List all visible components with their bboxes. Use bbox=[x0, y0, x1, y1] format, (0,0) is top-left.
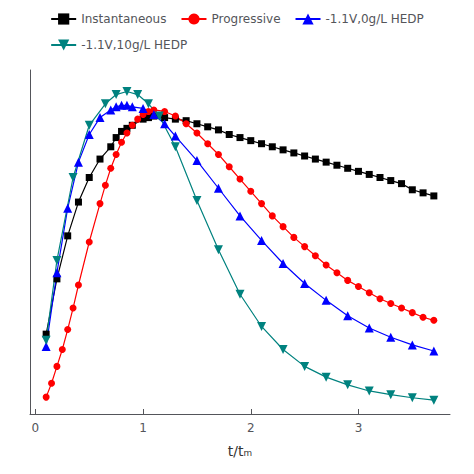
svg-text:-1.1V,0g/L HEDP: -1.1V,0g/L HEDP bbox=[326, 12, 424, 26]
svg-text:3: 3 bbox=[355, 421, 363, 435]
svg-text:-1.1V,10g/L HEDP: -1.1V,10g/L HEDP bbox=[81, 38, 187, 52]
svg-text:2: 2 bbox=[247, 421, 255, 435]
svg-text:Progressive: Progressive bbox=[211, 12, 280, 26]
svg-text:Instantaneous: Instantaneous bbox=[81, 12, 166, 26]
svg-text:1: 1 bbox=[139, 421, 147, 435]
svg-text:0: 0 bbox=[32, 421, 40, 435]
svg-text:t/tₘ: t/tₘ bbox=[228, 443, 252, 459]
